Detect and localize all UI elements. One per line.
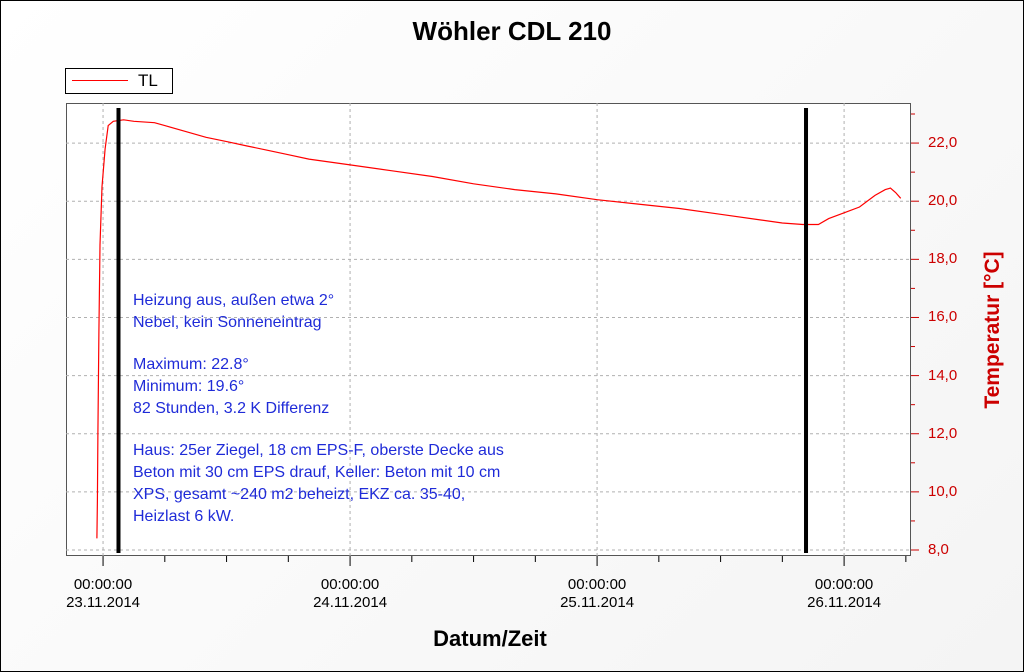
x-tick-time: 00:00:00 [73,576,133,593]
x-tick-time: 00:00:00 [814,576,874,593]
annotation-spacer [133,334,504,354]
y-tick-label: 16,0 [928,308,958,326]
y-tick-label: 14,0 [928,366,958,384]
x-tick-time: 00:00:00 [320,576,380,593]
annotation-line: Heizung aus, außen etwa 2° [133,292,335,309]
legend-swatch [72,80,128,81]
annotation-line: Beton mit 30 cm EPS drauf, Keller: Beton… [133,464,501,481]
annotation-line: Maximum: 22.8° [133,356,249,373]
legend-label: TL [138,71,158,90]
y-axis-title: Temperatur [°C] [981,251,1004,409]
x-tick-date: 25.11.2014 [560,594,635,611]
x-axis-title: Datum/Zeit [433,626,547,651]
series-line-tl [96,119,902,539]
annotation-line: Haus: 25er Ziegel, 18 cm EPS-F, oberste … [133,442,504,459]
annotation-spacer [133,420,504,440]
annotation-line: Heizlast 6 kW. [133,508,235,525]
annotation-line: Nebel, kein Sonneneintrag [133,314,322,331]
x-tick-date: 24.11.2014 [313,594,388,611]
x-tick-label: 00:00:00 24.11.2014 [290,576,410,612]
legend: TL [65,68,173,94]
y-tick-label: 18,0 [928,250,958,268]
y-tick-label: 22,0 [928,134,958,152]
chart-title: Wöhler CDL 210 [412,16,612,46]
y-tick-label: 12,0 [928,424,958,442]
x-tick-date: 23.11.2014 [66,594,141,611]
x-tick-date: 26.11.2014 [807,594,882,611]
y-tick-label: 20,0 [928,192,958,210]
annotation-text: Heizung aus, außen etwa 2° Nebel, kein So… [133,290,504,528]
annotation-line: 82 Stunden, 3.2 K Differenz [133,400,330,417]
annotation-line: XPS, gesamt ~240 m2 beheizt, EKZ ca. 35-… [133,486,466,503]
plot-area [66,103,911,556]
y-tick-label: 10,0 [928,482,958,500]
x-tick-time: 00:00:00 [567,576,627,593]
x-tick-label: 00:00:00 25.11.2014 [537,576,657,612]
y-tick-label: 8,0 [928,541,949,558]
x-tick-label: 00:00:00 26.11.2014 [784,576,904,612]
annotation-line: Minimum: 19.6° [133,378,245,395]
x-tick-label: 00:00:00 23.11.2014 [43,576,163,612]
